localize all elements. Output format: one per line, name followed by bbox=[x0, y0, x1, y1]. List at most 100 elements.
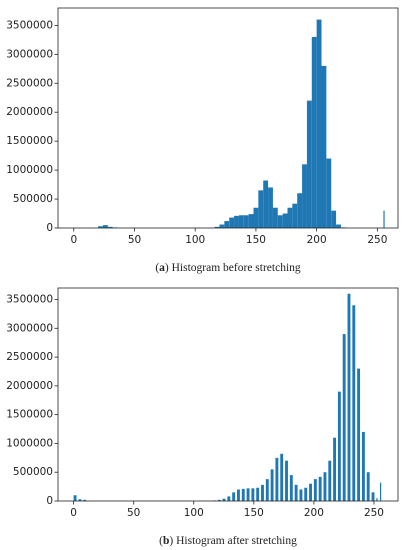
bar bbox=[321, 65, 327, 228]
bar bbox=[357, 368, 361, 501]
bar bbox=[328, 460, 332, 501]
bar bbox=[246, 488, 250, 501]
bar bbox=[331, 210, 337, 228]
bar bbox=[297, 193, 303, 228]
bar bbox=[248, 214, 254, 228]
bar bbox=[352, 305, 356, 501]
axes-frame bbox=[57, 7, 399, 229]
bar bbox=[289, 475, 293, 501]
caption-part: b bbox=[163, 535, 169, 547]
bar bbox=[299, 489, 303, 501]
x-tick-label: 150 bbox=[246, 234, 266, 246]
bar bbox=[294, 484, 298, 501]
bar bbox=[98, 226, 103, 228]
x-tick-label: 0 bbox=[70, 507, 77, 519]
bar bbox=[234, 215, 239, 228]
x-tick-label: 250 bbox=[364, 507, 384, 519]
bar bbox=[277, 215, 283, 228]
bar bbox=[219, 224, 225, 228]
y-tick-label: 500000 bbox=[13, 193, 53, 205]
x-tick-label: 0 bbox=[70, 234, 77, 246]
bar bbox=[292, 203, 298, 228]
bar bbox=[217, 499, 221, 501]
caption-part: ( bbox=[155, 262, 159, 274]
bar bbox=[287, 207, 293, 228]
bar bbox=[309, 483, 312, 501]
bar bbox=[282, 213, 288, 228]
caption: (b) Histogram after stretching bbox=[159, 535, 297, 547]
bar bbox=[323, 472, 327, 501]
bar bbox=[78, 499, 82, 501]
bar bbox=[237, 489, 240, 501]
bar bbox=[268, 187, 273, 228]
bar bbox=[376, 498, 378, 501]
bar bbox=[241, 488, 245, 501]
y-tick-label: 2000000 bbox=[6, 380, 53, 392]
caption-part: ) Histogram before stretching bbox=[165, 262, 301, 274]
x-tick-label: 250 bbox=[367, 234, 387, 246]
bar bbox=[302, 164, 307, 228]
y-tick-label: 3500000 bbox=[6, 19, 53, 31]
y-tick-label: 3000000 bbox=[6, 322, 53, 334]
bar bbox=[280, 453, 284, 501]
bar bbox=[222, 498, 226, 501]
caption-part: ) Histogram after stretching bbox=[169, 535, 297, 547]
bar bbox=[311, 36, 317, 228]
bar bbox=[265, 479, 269, 501]
bar bbox=[313, 479, 317, 501]
x-tick-label: 200 bbox=[307, 234, 327, 246]
bar bbox=[238, 215, 244, 228]
bar bbox=[251, 488, 255, 501]
bar bbox=[227, 496, 231, 501]
bar bbox=[224, 221, 230, 228]
bar bbox=[263, 180, 269, 228]
x-tick-label: 200 bbox=[304, 507, 324, 519]
bar bbox=[383, 210, 385, 228]
y-tick-label: 2000000 bbox=[6, 106, 53, 118]
y-tick-label: 1000000 bbox=[6, 437, 53, 449]
bar bbox=[229, 217, 235, 228]
bar bbox=[347, 293, 351, 501]
bar bbox=[304, 487, 308, 501]
y-tick-label: 0 bbox=[46, 222, 53, 234]
y-tick-label: 1000000 bbox=[6, 164, 53, 176]
caption-part: a bbox=[159, 262, 165, 274]
x-tick-label: 50 bbox=[127, 507, 140, 519]
x-tick-label: 100 bbox=[184, 507, 204, 519]
bar bbox=[256, 487, 260, 501]
bar bbox=[306, 100, 312, 228]
bar bbox=[73, 495, 77, 501]
bar bbox=[318, 476, 322, 501]
y-tick-label: 2500000 bbox=[6, 77, 53, 89]
bar bbox=[270, 469, 274, 501]
bar bbox=[253, 207, 259, 228]
y-tick-label: 2500000 bbox=[6, 351, 53, 363]
bar bbox=[261, 484, 264, 501]
bar bbox=[102, 225, 108, 228]
bar bbox=[272, 207, 278, 228]
bar bbox=[232, 492, 236, 501]
bar bbox=[337, 391, 341, 501]
y-tick-label: 0 bbox=[46, 495, 53, 507]
y-tick-label: 1500000 bbox=[6, 135, 53, 147]
bar bbox=[243, 215, 249, 228]
bar bbox=[214, 226, 220, 228]
y-tick-label: 1500000 bbox=[6, 409, 53, 421]
x-tick-label: 150 bbox=[244, 507, 264, 519]
bar bbox=[333, 437, 337, 501]
x-tick-label: 100 bbox=[185, 234, 205, 246]
bar bbox=[326, 158, 332, 228]
bar bbox=[371, 492, 375, 501]
x-tick-label: 50 bbox=[128, 234, 141, 246]
axes-frame bbox=[57, 287, 399, 502]
y-tick-label: 3500000 bbox=[6, 294, 53, 306]
bar bbox=[361, 431, 365, 501]
bar bbox=[285, 460, 288, 501]
bar bbox=[275, 457, 279, 501]
bar bbox=[336, 224, 341, 228]
y-tick-label: 3000000 bbox=[6, 48, 53, 60]
bar bbox=[258, 190, 264, 228]
bar bbox=[83, 499, 87, 501]
y-tick-label: 500000 bbox=[13, 466, 53, 478]
